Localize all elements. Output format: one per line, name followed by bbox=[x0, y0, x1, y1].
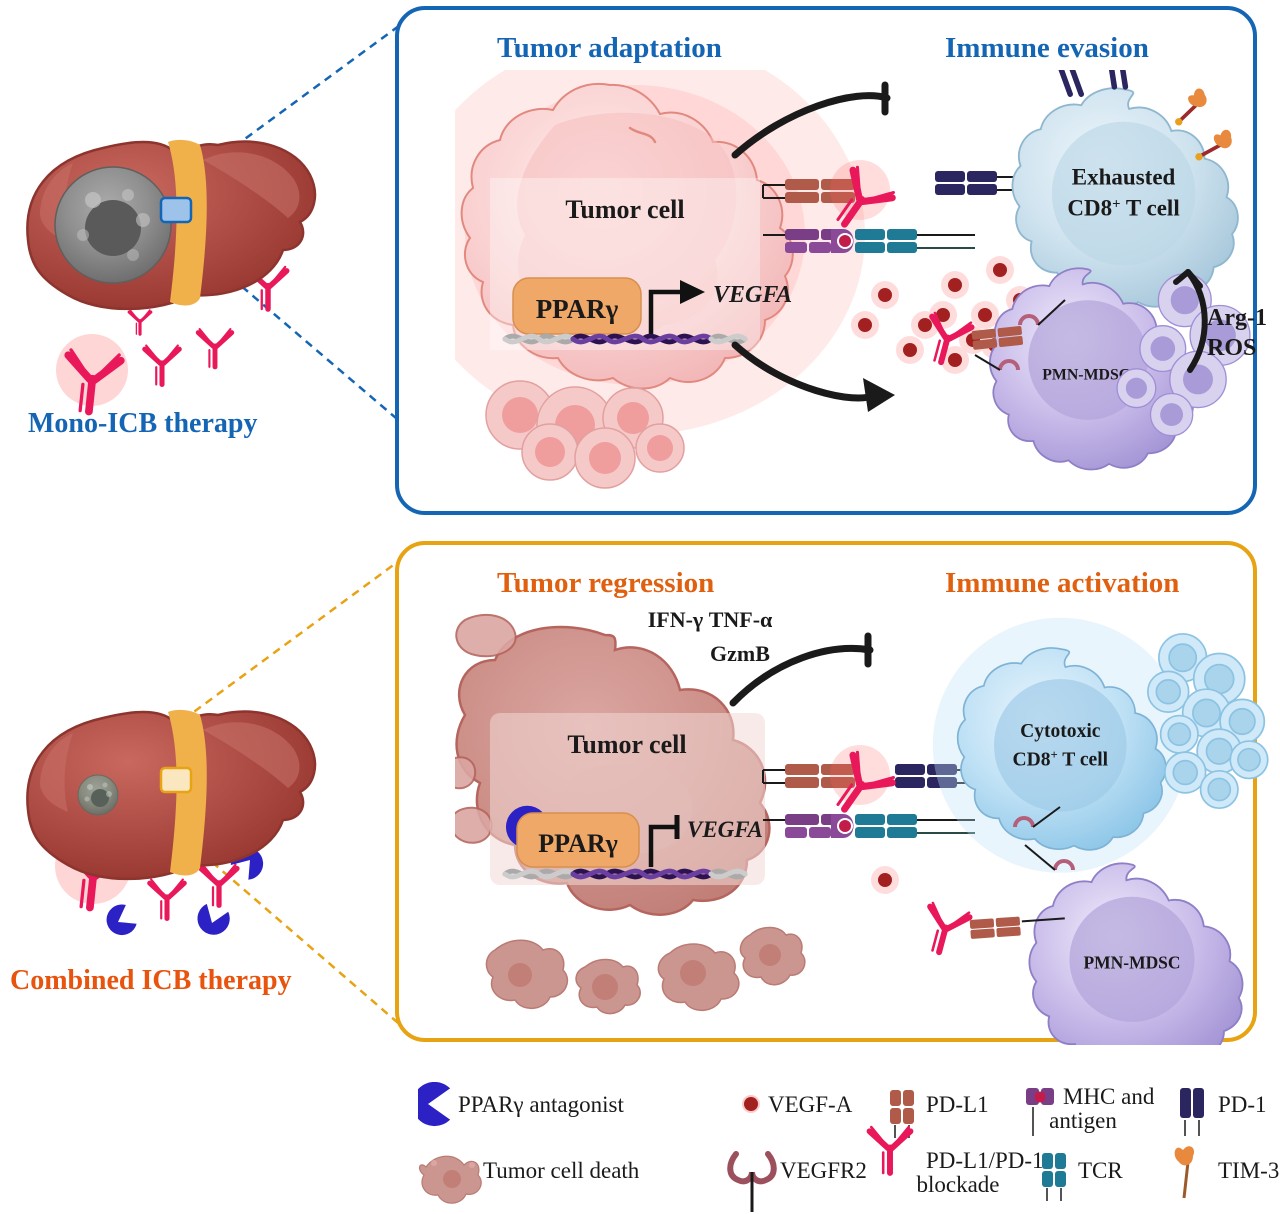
svg-text:PD-L1/PD-1: PD-L1/PD-1 bbox=[926, 1148, 1044, 1173]
svg-text:VEGF-A: VEGF-A bbox=[768, 1092, 853, 1117]
svg-text:CD8+ T cell: CD8+ T cell bbox=[1067, 196, 1179, 221]
svg-text:IFN-γ TNF-α: IFN-γ TNF-α bbox=[648, 607, 773, 632]
svg-text:antigen: antigen bbox=[1049, 1108, 1117, 1133]
svg-text:TCR: TCR bbox=[1078, 1158, 1123, 1183]
svg-text:CD8+ T cell: CD8+ T cell bbox=[1012, 748, 1108, 771]
svg-text:Tumor cell: Tumor cell bbox=[565, 195, 684, 224]
svg-text:Arg-1: Arg-1 bbox=[1207, 305, 1267, 331]
svg-text:PMN-MDSC: PMN-MDSC bbox=[1083, 953, 1180, 973]
svg-text:TIM-3: TIM-3 bbox=[1218, 1158, 1279, 1183]
svg-text:ROS: ROS bbox=[1207, 335, 1256, 361]
svg-text:PPARγ: PPARγ bbox=[536, 294, 619, 324]
svg-text:GzmB: GzmB bbox=[710, 641, 770, 666]
svg-text:PMN-MDSC: PMN-MDSC bbox=[1042, 366, 1130, 383]
svg-text:Tumor cell death: Tumor cell death bbox=[483, 1158, 640, 1183]
svg-text:VEGFA: VEGFA bbox=[687, 817, 763, 842]
svg-text:Exhausted: Exhausted bbox=[1072, 164, 1176, 189]
svg-text:VEGFA: VEGFA bbox=[713, 282, 792, 308]
svg-text:Tumor cell: Tumor cell bbox=[567, 730, 686, 759]
svg-text:blockade: blockade bbox=[916, 1172, 999, 1197]
svg-text:MHC and: MHC and bbox=[1063, 1084, 1155, 1109]
svg-text:VEGFR2: VEGFR2 bbox=[780, 1158, 867, 1183]
svg-text:PPARγ: PPARγ bbox=[538, 829, 618, 858]
svg-text:Cytotoxic: Cytotoxic bbox=[1020, 721, 1101, 742]
svg-text:PPARγ antagonist: PPARγ antagonist bbox=[458, 1092, 624, 1117]
svg-text:PD-L1: PD-L1 bbox=[926, 1092, 989, 1117]
svg-text:PD-1: PD-1 bbox=[1218, 1092, 1267, 1117]
